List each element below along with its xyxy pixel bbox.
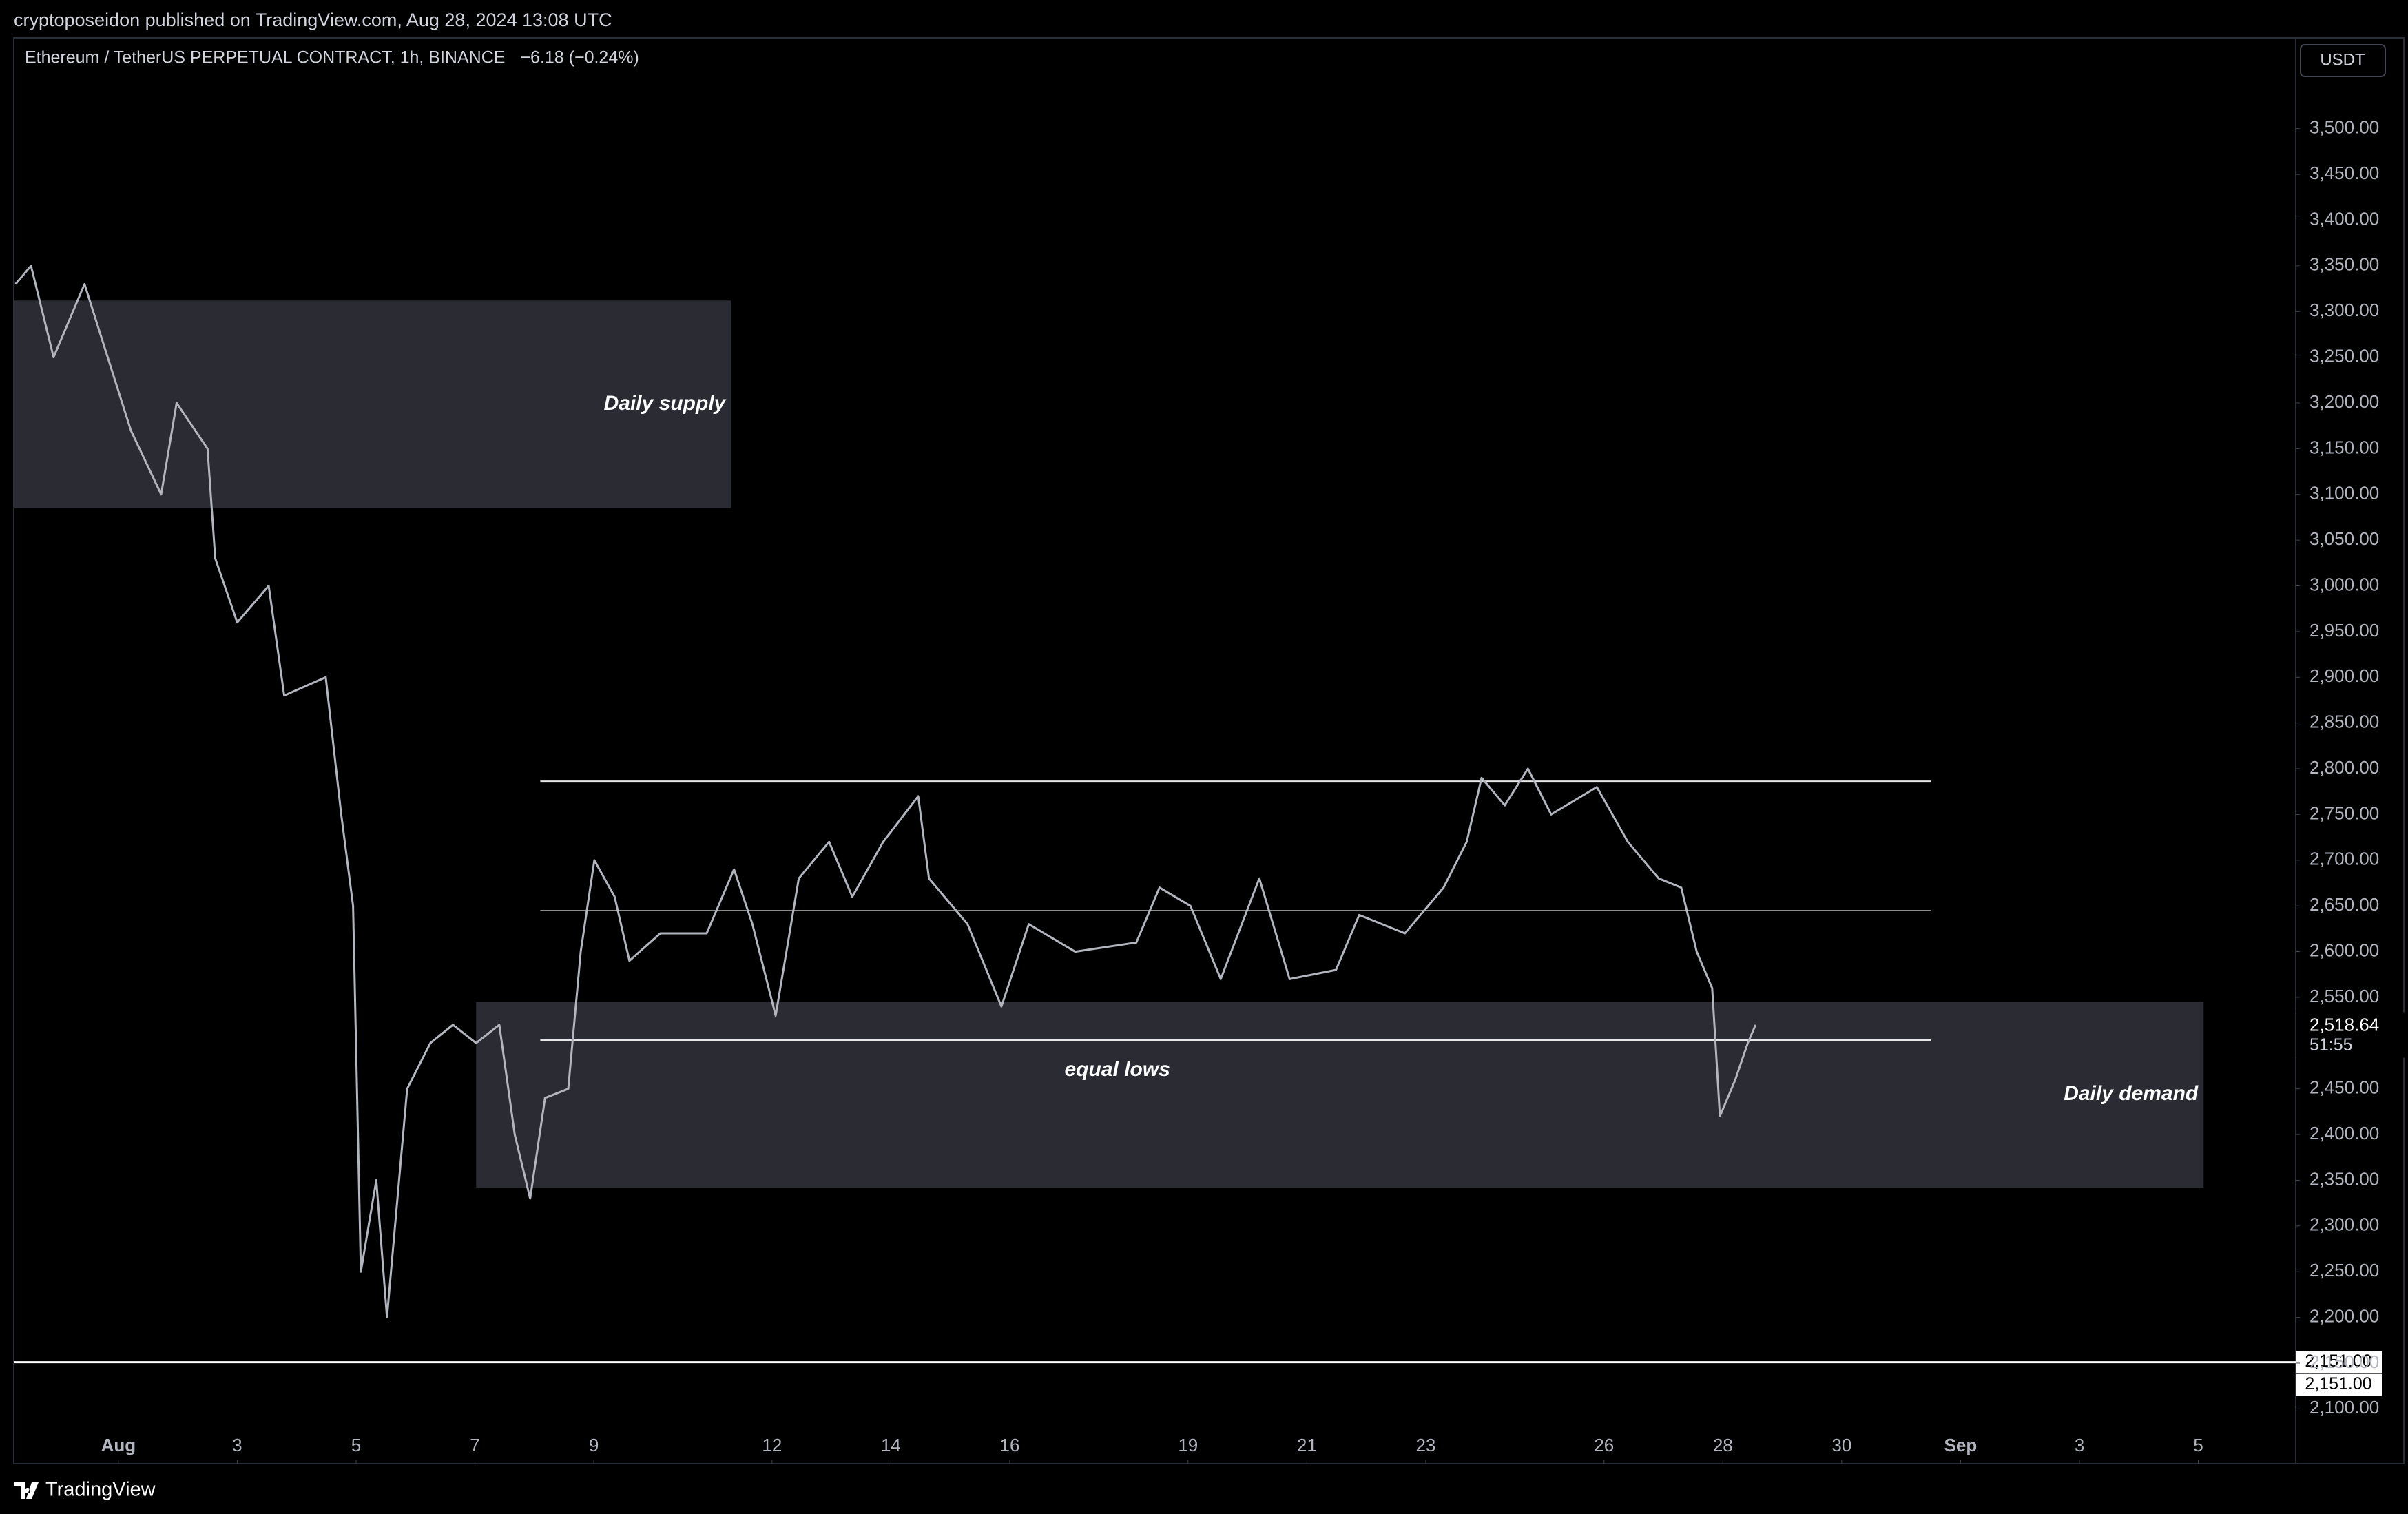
currency-button[interactable] <box>2300 44 2386 77</box>
x-tick-label: 3 <box>2075 1435 2084 1455</box>
logo-mark <box>14 1482 39 1499</box>
x-tick-label: Sep <box>1944 1435 1978 1455</box>
price-line-tag <box>2296 1351 2382 1373</box>
chart-frame <box>13 37 2405 1464</box>
price-change: −6.18 (−0.24%) <box>520 48 639 68</box>
y-tick-label: 2,750.00 <box>2310 802 2379 823</box>
y-tick-label: 3,500.00 <box>2310 117 2379 138</box>
x-tick-label: 12 <box>762 1435 782 1455</box>
x-tick-label: 28 <box>1713 1435 1733 1455</box>
y-tick-label: 2,700.00 <box>2310 849 2379 869</box>
x-tick-label: 16 <box>1000 1435 1020 1455</box>
zone-label: Daily supply <box>604 392 727 415</box>
price-line-label: 2,151.00 <box>2305 1374 2371 1393</box>
last-price-tag <box>2296 1012 2408 1058</box>
x-tick-label: 5 <box>351 1435 361 1455</box>
y-tick-label: 3,000.00 <box>2310 574 2379 594</box>
y-tick-label: 3,350.00 <box>2310 254 2379 275</box>
x-tick-label: Aug <box>101 1435 136 1455</box>
currency-label[interactable]: USDT <box>2320 50 2365 69</box>
y-tick-label: 2,250.00 <box>2310 1260 2379 1280</box>
y-tick-label: 2,200.00 <box>2310 1305 2379 1326</box>
y-tick-label: 2,600.00 <box>2310 940 2379 960</box>
y-tick-label: 3,200.00 <box>2310 391 2379 412</box>
price-line-series <box>14 265 1757 1319</box>
zone-box <box>14 300 731 508</box>
footer-brand: TradingView <box>45 1479 156 1501</box>
y-tick-label: 2,150.00 <box>2310 1351 2379 1372</box>
y-tick-label: 2,450.00 <box>2310 1077 2379 1098</box>
y-tick-label: 2,800.00 <box>2310 757 2379 778</box>
y-tick-label: 3,050.00 <box>2310 528 2379 549</box>
y-tick-label: 3,250.00 <box>2310 345 2379 366</box>
x-tick-label: 14 <box>881 1435 901 1455</box>
x-tick-label: 30 <box>1831 1435 1851 1455</box>
y-tick-label: 2,850.00 <box>2310 712 2379 732</box>
price-line-tag <box>2296 1373 2382 1396</box>
y-tick-label: 2,100.00 <box>2310 1397 2379 1418</box>
zone-box <box>476 1002 2204 1188</box>
last-price-label: 2,518.64 <box>2310 1014 2379 1035</box>
y-tick-label: 3,100.00 <box>2310 483 2379 504</box>
x-tick-label: 26 <box>1594 1435 1614 1455</box>
countdown-label: 51:55 <box>2310 1035 2353 1055</box>
x-tick-label: 9 <box>589 1435 599 1455</box>
zone-label: Daily demand <box>2064 1082 2199 1105</box>
x-tick-label: 3 <box>232 1435 242 1455</box>
x-tick-label: 21 <box>1297 1435 1317 1455</box>
x-tick-label: 23 <box>1415 1435 1435 1455</box>
y-tick-label: 3,400.00 <box>2310 208 2379 229</box>
price-line-label: 2,151.00 <box>2305 1351 2371 1371</box>
x-tick-label: 5 <box>2193 1435 2203 1455</box>
y-tick-label: 3,300.00 <box>2310 300 2379 320</box>
level-label: equal lows <box>1065 1058 1170 1081</box>
y-tick-label: 3,150.00 <box>2310 437 2379 457</box>
x-tick-label: 19 <box>1178 1435 1198 1455</box>
y-tick-label: 2,950.00 <box>2310 620 2379 641</box>
y-tick-label: 2,900.00 <box>2310 665 2379 686</box>
x-tick-label: 7 <box>470 1435 479 1455</box>
y-tick-label: 2,400.00 <box>2310 1123 2379 1143</box>
published-line: cryptoposeidon published on TradingView.… <box>14 10 612 30</box>
y-tick-label: 2,550.00 <box>2310 986 2379 1006</box>
y-tick-label: 2,350.00 <box>2310 1168 2379 1189</box>
symbol-line: Ethereum / TetherUS PERPETUAL CONTRACT, … <box>25 48 505 68</box>
y-tick-label: 2,300.00 <box>2310 1214 2379 1235</box>
footer-logo: TradingView <box>14 1479 156 1501</box>
y-tick-label: 3,450.00 <box>2310 163 2379 183</box>
y-tick-label: 2,650.00 <box>2310 894 2379 915</box>
